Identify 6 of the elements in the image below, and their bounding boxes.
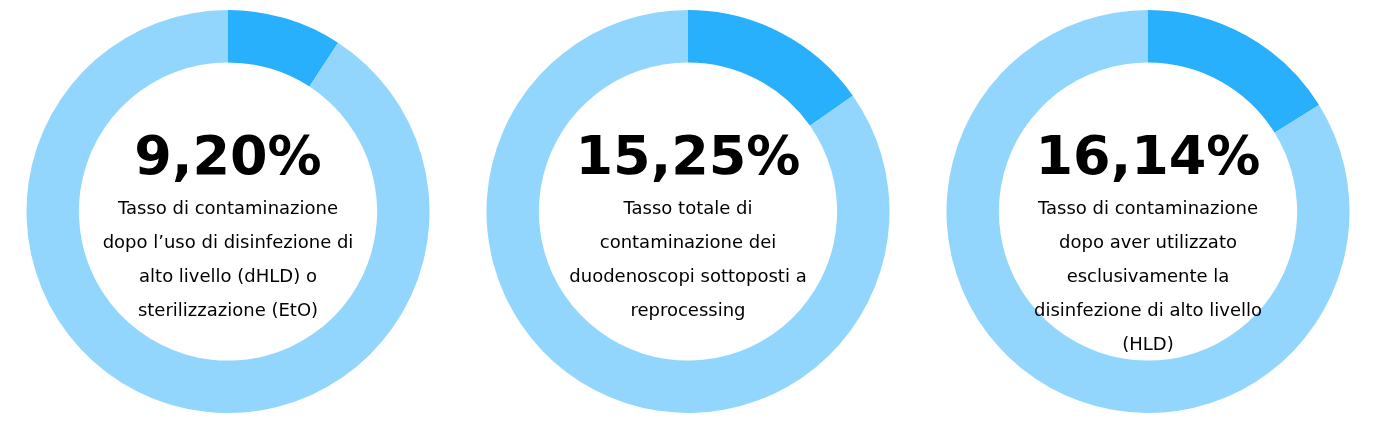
text: Tasso di contaminazione dopo aver utilizzato esclusivamente la disinfezione di alto livello (HLD) [1033,196,1263,354]
data-label: 15,25% [575,123,801,187]
data-label: 16,14% [1035,123,1261,187]
text: Tasso totale di contaminazione dei duodenoscopi sottoposti a reprocessing [569,196,807,320]
text: Tasso di contaminazione dopo l’uso di disinfezione di alto livello (dHLD) o sterilizzazione (EtO) [102,196,354,320]
data-label: 9,20% [134,123,322,187]
